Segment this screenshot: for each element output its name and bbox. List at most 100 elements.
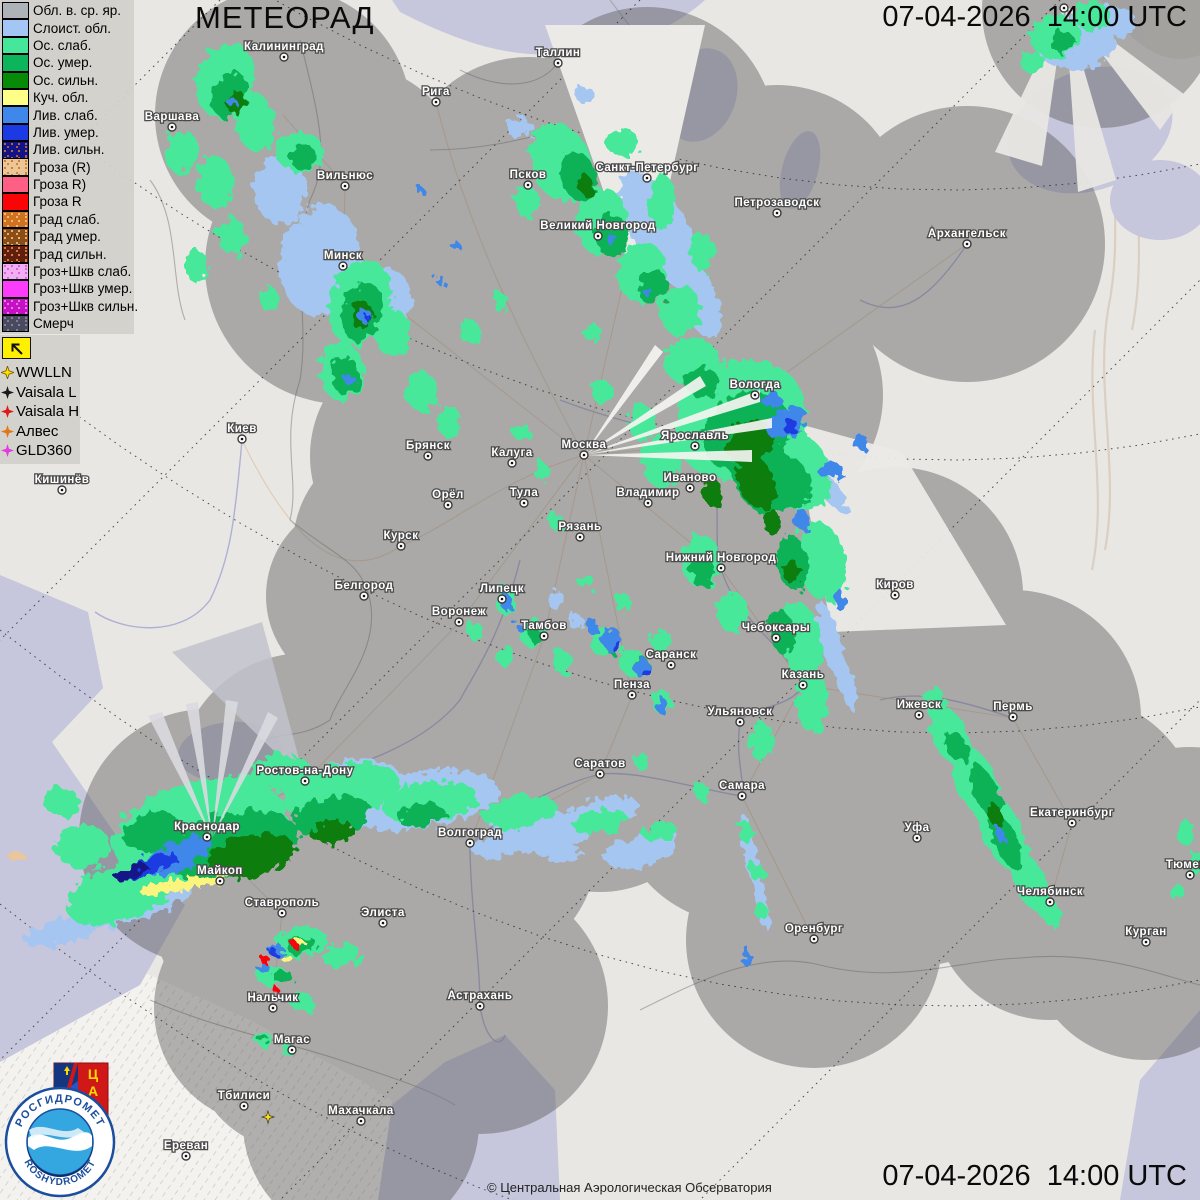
legend-row: Град сильн.: [2, 245, 134, 263]
echo-cell: [287, 936, 317, 956]
city-marker-dot: [578, 535, 582, 539]
city-label: Ростов-на-Дону: [257, 765, 354, 777]
echo-cell: [994, 826, 1008, 846]
lightning-strike-wwlln: [260, 1109, 276, 1125]
echo-cell: [416, 186, 424, 194]
echo-cell: [634, 754, 650, 770]
city-label: Иваново: [664, 472, 717, 484]
city-marker-dot: [775, 211, 779, 215]
echo-group-shheavy: [115, 863, 147, 881]
legend-swatch: [2, 106, 29, 124]
echo-cell: [1074, 2, 1110, 30]
echo-cell: [742, 946, 750, 966]
echo-cell: [944, 730, 968, 762]
border: [459, 59, 561, 85]
city: Самара: [718, 779, 766, 801]
legend-label: Град слаб.: [33, 211, 100, 227]
city: Волгоград: [437, 826, 503, 848]
city: Ереван: [163, 1139, 209, 1161]
city: Вологда: [728, 378, 781, 400]
legend-label: Смерч: [33, 316, 74, 332]
city: Воронеж: [431, 605, 487, 627]
roshydromet-logo: РОСГИДРОМЕТ ROSHYDROMET: [4, 1086, 116, 1198]
city-label: Магас: [274, 1034, 310, 1046]
roads-rivers-borders-layer: [94, 0, 1200, 1106]
lightning-source-row: Vaisala H: [1, 402, 80, 422]
echo-cell: [8, 851, 24, 861]
city-label: Ставрополь: [245, 897, 320, 909]
city-marker-dot: [812, 937, 816, 941]
city-marker-dot: [240, 437, 244, 441]
city: Брянск: [405, 439, 451, 461]
graticule-meridian: [0, 0, 1061, 1061]
city-label: Таллин: [536, 47, 581, 59]
echo-cell: [497, 645, 515, 667]
echo-cell: [1049, 31, 1075, 53]
city: Ижевск: [895, 698, 942, 720]
intensity-legend: Обл. в. ср. яр. Слоист. обл. Ос. слаб. Ос. …: [0, 0, 138, 335]
road: [583, 454, 1014, 719]
city: Иваново: [662, 471, 717, 493]
echo-cell: [701, 476, 723, 508]
echo-cell: [365, 314, 371, 322]
city-label: Кишинёв: [35, 474, 90, 486]
echo-cell: [575, 87, 595, 103]
city-label: Липецк: [480, 583, 524, 595]
city-marker-dot: [468, 841, 472, 845]
city: Пермь: [992, 700, 1034, 722]
city-marker-dot: [446, 503, 450, 507]
legend-row: Гроз+Шкв умер.: [2, 280, 134, 298]
city-label: Киев: [227, 423, 257, 435]
radar-spoke: [148, 712, 212, 838]
city: Саранск: [644, 648, 697, 670]
city-label: Калуга: [491, 447, 532, 459]
city-marker-dot: [426, 454, 430, 458]
city: Владимир: [615, 486, 680, 508]
lightning-source-label: GLD360: [16, 442, 72, 460]
echo-cell: [257, 963, 269, 973]
city-label: Минск: [324, 250, 362, 262]
city-marker-dot: [500, 597, 504, 601]
echo-cell: [611, 640, 621, 652]
city-label: Тамбов: [521, 620, 567, 632]
city: Тбилиси: [216, 1089, 271, 1111]
legend-swatch: [2, 71, 29, 90]
city-marker-dot: [1048, 900, 1052, 904]
echo-cell: [406, 372, 438, 412]
echo-cell: [584, 322, 600, 342]
city-marker-dot: [740, 794, 744, 798]
legend-swatch: [2, 19, 29, 37]
echo-cell: [756, 904, 768, 920]
city-label: Оренбург: [785, 923, 843, 935]
lake: [1110, 160, 1200, 240]
echo-cell: [690, 232, 714, 272]
city: Уфа: [903, 821, 930, 843]
city: Кишинёв: [33, 473, 90, 495]
echo-cell: [506, 118, 534, 138]
lightning-source-row: Vaisala L: [1, 383, 80, 403]
city-marker-dot: [205, 835, 209, 839]
city-label: Чебоксары: [742, 622, 810, 634]
legend-swatch: [2, 36, 29, 55]
city: Пенза: [613, 678, 651, 700]
city-marker-dot: [282, 55, 286, 59]
city: Екатеринбург: [1029, 806, 1115, 828]
city-label: Элиста: [361, 907, 405, 919]
city: Тамбов: [520, 619, 568, 641]
echo-cell: [273, 987, 279, 993]
city-label: Ульяновск: [708, 706, 773, 718]
city-label: Москва: [562, 439, 607, 451]
echo-cell: [468, 623, 484, 641]
city-label: Самара: [719, 780, 765, 792]
tornado-symbol: [2, 337, 31, 359]
legend-row: Лив. умер.: [2, 123, 134, 142]
city: Чебоксары: [741, 621, 811, 643]
echo-group-yellow: [139, 874, 306, 961]
echo-cell: [694, 784, 710, 800]
city-marker-dot: [646, 501, 650, 505]
city-marker-dot: [343, 184, 347, 188]
legend-swatch: [2, 141, 29, 159]
river: [94, 439, 243, 629]
